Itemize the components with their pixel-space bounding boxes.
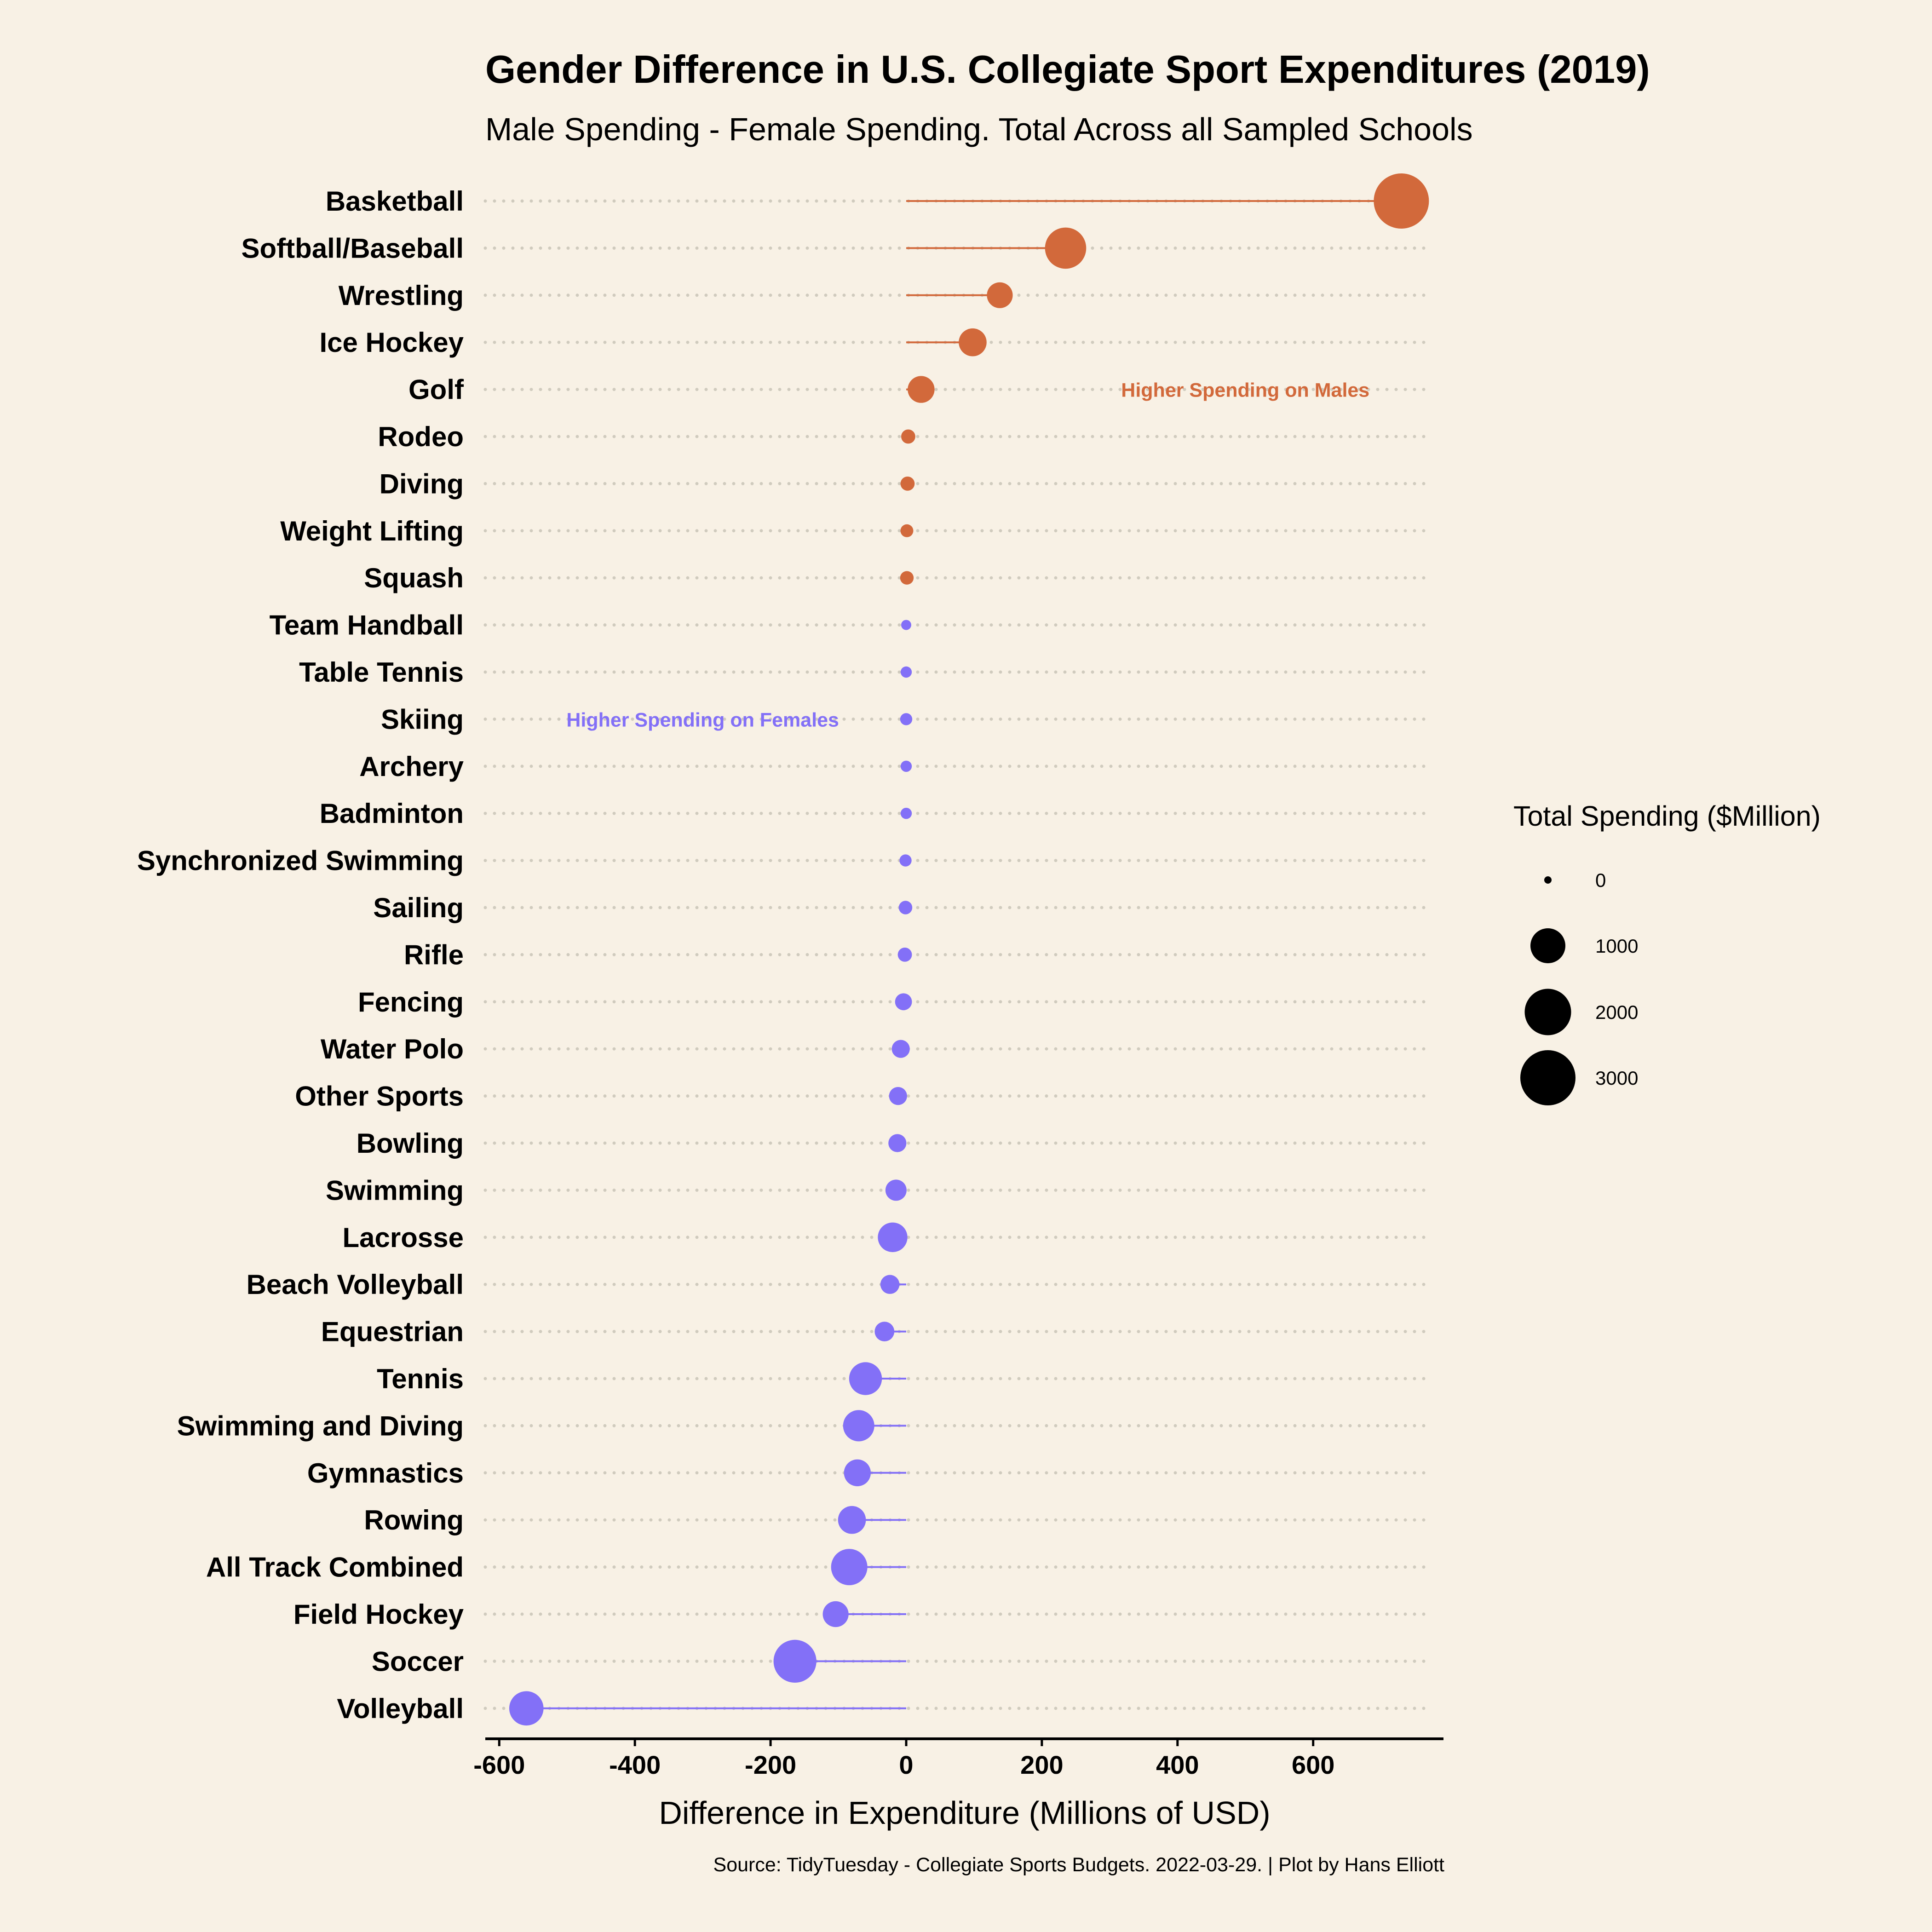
data-point [900,666,912,678]
data-point [900,571,914,585]
x-axis-title: Difference in Expenditure (Millions of U… [659,1795,1270,1831]
category-labels: Basketball Softball/Baseball Wrestling Ice … [137,186,464,1724]
x-tick-label: -200 [745,1750,796,1779]
category-label: Archery [359,751,464,782]
category-label: Skiing [381,704,464,735]
category-label: Swimming [326,1175,464,1206]
category-label: Rifle [404,939,464,970]
data-point [900,477,915,491]
size-legend: Total Spending ($Million) 0 1000 2000 3000 [1513,800,1821,1105]
data-point [889,1087,907,1105]
x-tick-label: -400 [609,1750,661,1779]
data-point [509,1691,544,1726]
data-point [880,1275,900,1294]
data-point [1374,173,1429,229]
category-label: All Track Combined [206,1552,464,1583]
legend-size-key [1520,1050,1576,1105]
legend-size-key [1524,989,1571,1035]
x-tick-label: 600 [1292,1750,1334,1779]
category-label: Team Handball [270,610,464,641]
data-point [901,620,911,630]
category-label: Other Sports [295,1081,464,1112]
data-point [838,1506,866,1534]
x-axis-ticks: -600 -400 -200 0 200 400 600 [473,1739,1334,1779]
category-label: Rodeo [378,421,464,452]
data-points [509,173,1429,1726]
data-point [898,901,913,914]
data-point [900,524,914,537]
category-label: Golf [408,374,464,405]
category-label: Diving [380,468,464,499]
category-label: Fencing [358,987,464,1018]
grid-lines [483,199,1435,1710]
category-label: Lacrosse [343,1222,464,1253]
data-point [899,854,912,867]
data-point [900,713,913,725]
data-point [895,993,912,1011]
category-label: Table Tennis [299,657,464,688]
data-point [843,1410,874,1442]
category-label: Tennis [377,1363,464,1394]
data-point [844,1459,871,1486]
category-label: Water Polo [321,1034,464,1064]
chart-subtitle: Male Spending - Female Spending. Total A… [485,111,1473,147]
category-label: Softball/Baseball [242,233,464,264]
data-point [831,1549,868,1586]
category-label: Ice Hockey [319,327,464,358]
annotation-label: Higher Spending on Females [566,709,839,731]
category-label: Equestrian [321,1317,464,1347]
data-point [987,282,1013,308]
data-point [878,1222,908,1252]
data-point [959,328,987,356]
legend-size-label: 0 [1595,869,1606,891]
data-point [773,1639,816,1683]
category-label: Synchronized Swimming [137,845,464,876]
category-label: Sailing [373,892,464,923]
data-point [885,1179,907,1201]
data-point [849,1362,882,1395]
legend-title: Total Spending ($Million) [1513,800,1821,832]
category-label: Gymnastics [307,1458,464,1489]
data-point [897,948,912,962]
category-label: Badminton [320,798,464,829]
legend-size-label: 3000 [1595,1067,1638,1089]
legend-size-label: 2000 [1595,1001,1638,1023]
data-point [1045,227,1087,269]
annotation-label: Higher Spending on Males [1121,380,1369,402]
category-label: Basketball [326,186,464,217]
data-point [874,1322,895,1342]
category-label: Soccer [372,1646,464,1677]
category-label: Beach Volleyball [247,1269,464,1300]
chart-caption: Source: TidyTuesday - Collegiate Sports … [713,1854,1445,1876]
data-point [822,1601,849,1627]
data-point [900,760,912,772]
legend-size-label: 1000 [1595,935,1638,957]
x-tick-label: 200 [1020,1750,1063,1779]
x-tick-label: 400 [1156,1750,1199,1779]
annotations: Higher Spending on Males Higher Spending … [566,380,1369,731]
data-point [888,1134,907,1152]
category-label: Wrestling [339,280,464,311]
legend-size-key [1544,876,1552,884]
category-label: Bowling [356,1128,464,1159]
x-tick-label: -600 [473,1750,525,1779]
chart-title: Gender Difference in U.S. Collegiate Spo… [485,48,1650,92]
data-point [891,1040,910,1058]
legend-size-key [1530,928,1565,963]
data-point [908,376,935,403]
category-label: Field Hockey [293,1599,464,1630]
data-point [901,429,915,444]
category-label: Squash [364,563,464,593]
category-label: Rowing [364,1505,464,1535]
data-point [900,808,912,819]
category-label: Weight Lifting [280,516,464,546]
category-label: Swimming and Diving [177,1410,464,1441]
category-label: Volleyball [337,1693,464,1724]
x-tick-label: 0 [899,1750,913,1779]
